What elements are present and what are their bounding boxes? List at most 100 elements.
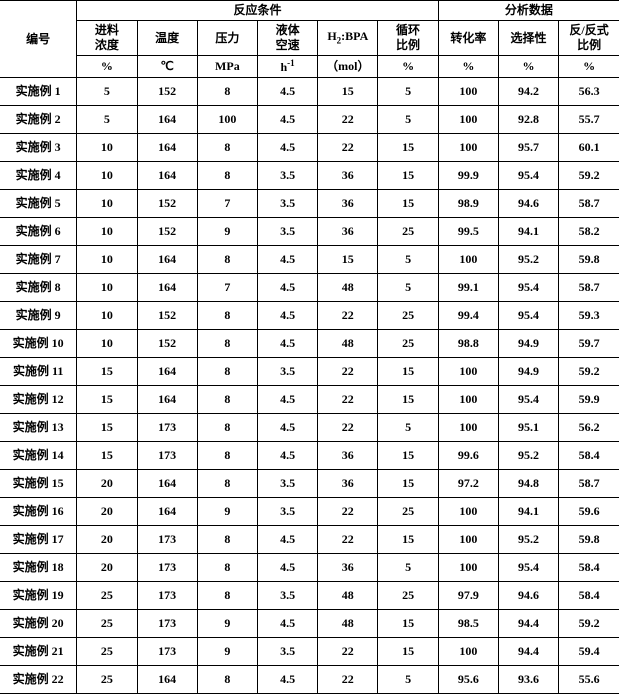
cell: 22 — [318, 498, 378, 526]
cell: 95.4 — [498, 274, 558, 302]
cell: 8 — [197, 386, 257, 414]
cell: 8 — [197, 470, 257, 498]
cell: 8 — [197, 442, 257, 470]
cell: 4.5 — [257, 442, 317, 470]
table-row: 实施例 192517383.5482597.994.658.4 — [0, 582, 619, 610]
cell: 100 — [438, 78, 498, 106]
cell: 58.4 — [559, 582, 619, 610]
cell: 25 — [378, 330, 438, 358]
cell: 100 — [438, 414, 498, 442]
cell: 22 — [318, 666, 378, 694]
table-row: 实施例 61015293.5362599.594.158.2 — [0, 218, 619, 246]
unit-c4: h-1 — [257, 56, 317, 78]
cell: 59.3 — [559, 302, 619, 330]
cell: 10 — [77, 162, 137, 190]
cell: 5 — [378, 106, 438, 134]
cell: 22 — [318, 106, 378, 134]
cell: 25 — [77, 610, 137, 638]
row-label: 实施例 2 — [0, 106, 77, 134]
cell: 95.7 — [498, 134, 558, 162]
cell: 99.5 — [438, 218, 498, 246]
cell: 15 — [378, 386, 438, 414]
cell: 9 — [197, 498, 257, 526]
cell: 7 — [197, 274, 257, 302]
cell: 15 — [318, 78, 378, 106]
row-label: 实施例 15 — [0, 470, 77, 498]
cell: 58.7 — [559, 274, 619, 302]
cell: 100 — [438, 638, 498, 666]
cell: 100 — [438, 358, 498, 386]
cell: 8 — [197, 302, 257, 330]
unit-c6: % — [378, 56, 438, 78]
cell: 164 — [137, 666, 197, 694]
cell: 164 — [137, 470, 197, 498]
cell: 36 — [318, 218, 378, 246]
cell: 55.7 — [559, 106, 619, 134]
row-label: 实施例 8 — [0, 274, 77, 302]
cell: 9 — [197, 610, 257, 638]
cell: 5 — [378, 554, 438, 582]
cell: 10 — [77, 274, 137, 302]
cell: 173 — [137, 610, 197, 638]
unit-c2: ℃ — [137, 56, 197, 78]
cell: 59.8 — [559, 526, 619, 554]
cell: 22 — [318, 302, 378, 330]
cell: 58.7 — [559, 470, 619, 498]
table-row: 实施例 71016484.515510095.259.8 — [0, 246, 619, 274]
cell: 94.9 — [498, 358, 558, 386]
cell: 173 — [137, 526, 197, 554]
header-group-conditions: 反应条件 — [77, 1, 438, 21]
cell: 59.4 — [559, 638, 619, 666]
cell: 59.8 — [559, 246, 619, 274]
cell: 100 — [197, 106, 257, 134]
cell: 8 — [197, 526, 257, 554]
cell: 15 — [378, 190, 438, 218]
cell: 98.8 — [438, 330, 498, 358]
cell: 5 — [77, 78, 137, 106]
header-c3: 压力 — [197, 21, 257, 56]
table-row: 实施例 111516483.5221510094.959.2 — [0, 358, 619, 386]
cell: 20 — [77, 526, 137, 554]
cell: 10 — [77, 190, 137, 218]
cell: 15 — [378, 470, 438, 498]
cell: 94.6 — [498, 582, 558, 610]
table-row: 实施例 222516484.522595.693.655.6 — [0, 666, 619, 694]
cell: 3.5 — [257, 218, 317, 246]
row-label: 实施例 20 — [0, 610, 77, 638]
cell: 173 — [137, 414, 197, 442]
cell: 95.6 — [438, 666, 498, 694]
cell: 58.4 — [559, 554, 619, 582]
cell: 3.5 — [257, 638, 317, 666]
cell: 22 — [318, 414, 378, 442]
cell: 15 — [378, 134, 438, 162]
cell: 4.5 — [257, 414, 317, 442]
cell: 15 — [378, 610, 438, 638]
cell: 59.9 — [559, 386, 619, 414]
row-label: 实施例 3 — [0, 134, 77, 162]
cell: 173 — [137, 442, 197, 470]
cell: 98.9 — [438, 190, 498, 218]
cell: 5 — [378, 414, 438, 442]
cell: 8 — [197, 358, 257, 386]
cell: 15 — [378, 638, 438, 666]
table-row: 实施例 41016483.5361599.995.459.2 — [0, 162, 619, 190]
cell: 100 — [438, 106, 498, 134]
row-label: 实施例 22 — [0, 666, 77, 694]
table-row: 实施例 162016493.5222510094.159.6 — [0, 498, 619, 526]
row-label: 实施例 16 — [0, 498, 77, 526]
cell: 9 — [197, 638, 257, 666]
unit-c9: % — [559, 56, 619, 78]
cell: 100 — [438, 498, 498, 526]
cell: 36 — [318, 162, 378, 190]
header-c9: 反/反式比例 — [559, 21, 619, 56]
cell: 5 — [378, 78, 438, 106]
cell: 25 — [77, 582, 137, 610]
table-row: 实施例 212517393.5221510094.459.4 — [0, 638, 619, 666]
cell: 5 — [378, 666, 438, 694]
cell: 4.5 — [257, 134, 317, 162]
cell: 3.5 — [257, 358, 317, 386]
cell: 55.6 — [559, 666, 619, 694]
cell: 100 — [438, 386, 498, 414]
table-row: 实施例 131517384.522510095.156.2 — [0, 414, 619, 442]
cell: 5 — [378, 274, 438, 302]
